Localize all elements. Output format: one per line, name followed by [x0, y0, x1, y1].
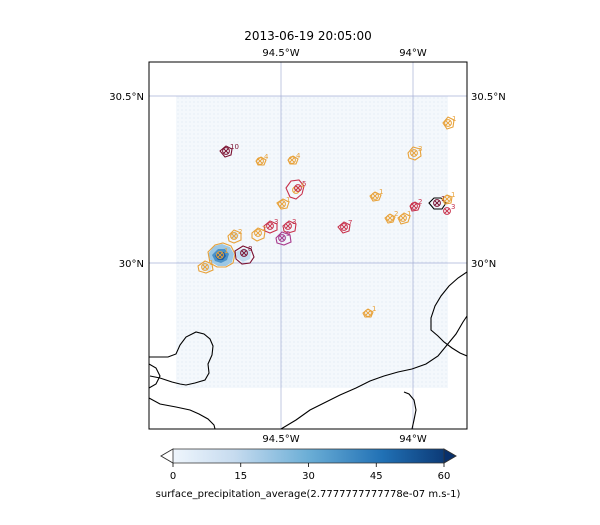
colorbar-tick-label: 30	[302, 471, 315, 482]
lon-bottom-label: 94°W	[399, 434, 427, 445]
colorbar-tick-label: 15	[234, 471, 247, 482]
map-frame	[148, 61, 468, 430]
colorbar-tick-label: 0	[170, 471, 176, 482]
storm-cell-marker: 8	[240, 245, 252, 257]
storm-cell-label: 1	[407, 210, 411, 218]
storm-cell-marker: 5	[278, 230, 290, 242]
storm-cell-marker: 1	[443, 191, 455, 203]
storm-cell-label: 1	[451, 191, 455, 199]
storm-cell-marker: 4	[288, 152, 301, 164]
storm-cell-marker: 1	[444, 115, 456, 127]
colorbar-label: surface_precipitation_average(2.77777777…	[156, 489, 461, 500]
storm-cell-label: 4	[264, 153, 269, 161]
storm-cell-label: 1	[452, 115, 456, 123]
storm-cell-marker: 10	[222, 143, 239, 155]
lon-bottom-label: 94.5°W	[262, 434, 299, 445]
colorbar: 0 15 30 45 60 surface_precipitation_average(…	[156, 448, 461, 500]
colorbar-tick-label: 60	[438, 471, 451, 482]
storm-cell-marker: 1	[216, 247, 228, 259]
lat-left-label: 30.5°N	[109, 92, 144, 103]
lat-right-label: 30.5°N	[471, 92, 506, 103]
storm-cell-marker: 2	[410, 198, 422, 210]
lon-top-label: 94.5°W	[262, 48, 299, 59]
storm-cell-marker: 3	[410, 145, 422, 157]
lat-right-label: 30°N	[471, 259, 496, 270]
storm-cell-label: 1	[209, 259, 213, 267]
storm-cell-marker: 3	[284, 218, 296, 230]
storm-cell-marker: 4	[256, 153, 269, 165]
storm-cell-label: 3	[451, 203, 455, 211]
storm-cell-label: 4	[300, 182, 305, 190]
analysis-domain	[176, 96, 448, 388]
storm-cell-marker: 2	[254, 225, 266, 237]
storm-cell-marker: 3	[266, 218, 278, 230]
storm-cell-label: 1	[286, 196, 290, 204]
storm-cell-marker: 1	[278, 196, 290, 208]
storm-cell-label: 10	[230, 143, 239, 151]
coastline	[149, 271, 467, 429]
storm-cell-label: 3	[274, 218, 278, 226]
storm-cell-label: 1	[224, 247, 228, 255]
storm-cell-marker: 5	[294, 180, 306, 192]
storm-cell-label: 5	[286, 230, 290, 238]
colorbar-bar	[160, 448, 457, 464]
storm-cell-label: 7	[348, 219, 352, 227]
storm-cell-marker: 3	[443, 203, 455, 215]
storm-cell-label: 2	[394, 210, 398, 218]
storm-cell-label: 5	[302, 180, 306, 188]
storm-cell-marker: 1	[364, 305, 376, 317]
storm-cell-label: 4	[296, 152, 301, 160]
storm-cell-label: 3	[418, 145, 422, 153]
gridline-labels: 94.5°W 94°W 94.5°W 94°W 30.5°N 30°N 30.5…	[109, 48, 506, 445]
storm-cell-marker: 2	[386, 210, 398, 222]
storm-cell-label: 2	[418, 198, 422, 206]
storm-cell-marker: 1	[399, 210, 411, 222]
storm-cell-label: 2	[262, 225, 266, 233]
map-title: 2013-06-19 20:05:00	[244, 29, 371, 43]
storm-cell-label: 2	[238, 228, 242, 236]
storm-cell-label: 1	[372, 305, 376, 313]
colorbar-tick-label: 45	[370, 471, 383, 482]
storm-cell-label: 8	[248, 245, 252, 253]
lon-top-label: 94°W	[399, 48, 427, 59]
storm-cell-label: 3	[292, 218, 296, 226]
storm-cell-marker: 2	[230, 228, 242, 240]
storm-cell-label: 1	[379, 188, 383, 196]
storm-cell-marker: 1	[371, 188, 383, 200]
storm-cell-marker: 7	[340, 219, 352, 231]
storm-cell-marker: 1	[201, 259, 213, 271]
lat-left-label: 30°N	[119, 259, 144, 270]
